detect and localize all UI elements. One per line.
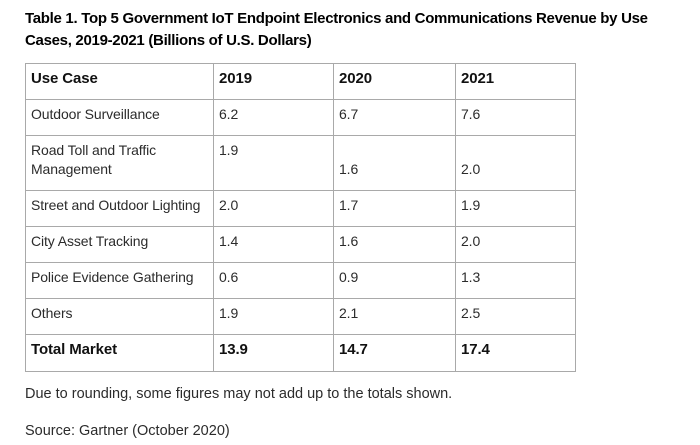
value-cell: 1.6 [333,226,456,263]
value-cell: 6.2 [213,99,334,136]
value-cell: 1.4 [213,226,334,263]
column-header-2019: 2019 [213,63,334,100]
source-note: Source: Gartner (October 2020) [25,423,230,439]
value-cell: 7.6 [455,99,576,136]
use-case-cell: Others [25,298,214,335]
column-header-2020: 2020 [333,63,456,100]
total-value-cell: 13.9 [213,334,334,372]
use-case-cell: City Asset Tracking [25,226,214,263]
value-cell: 1.9 [213,135,334,191]
value-cell: 1.6 [333,135,456,191]
use-case-cell: Outdoor Surveillance [25,99,214,136]
value-cell: 2.1 [333,298,456,335]
value-cell: 2.0 [213,190,334,227]
value-cell: 1.9 [455,190,576,227]
table-title: Table 1. Top 5 Government IoT Endpoint E… [25,10,648,49]
value-cell: 1.9 [213,298,334,335]
header-row: Use Case 2019 2020 2021 [25,63,576,100]
data-table: Use Case 2019 2020 2021 Outdoor Surveill… [25,63,576,372]
table-row-total-market: Total Market 13.9 14.7 17.4 [25,334,576,372]
use-case-cell: Road Toll and Traffic Management [25,135,214,191]
rounding-note: Due to rounding, some figures may not ad… [25,386,453,402]
total-label-cell: Total Market [25,334,214,372]
total-value-cell: 17.4 [455,334,576,372]
table-row-others: Others 1.9 2.1 2.5 [25,298,576,335]
value-cell: 0.9 [333,262,456,299]
value-cell: 2.0 [455,135,576,191]
total-value-cell: 14.7 [333,334,456,372]
table-row-police-evidence: Police Evidence Gathering 0.6 0.9 1.3 [25,262,576,299]
value-cell: 0.6 [213,262,334,299]
table-row-outdoor-surveillance: Outdoor Surveillance 6.2 6.7 7.6 [25,99,576,136]
value-cell: 6.7 [333,99,456,136]
use-case-cell: Street and Outdoor Lighting [25,190,214,227]
table-row-city-asset-tracking: City Asset Tracking 1.4 1.6 2.0 [25,226,576,263]
column-header-use-case: Use Case [25,63,214,100]
value-cell: 1.7 [333,190,456,227]
table-row-road-toll: Road Toll and Traffic Management 1.9 1.6… [25,135,576,191]
value-cell: 1.3 [455,262,576,299]
value-cell: 2.0 [455,226,576,263]
use-case-cell: Police Evidence Gathering [25,262,214,299]
value-cell: 2.5 [455,298,576,335]
column-header-2021: 2021 [455,63,576,100]
table-row-street-lighting: Street and Outdoor Lighting 2.0 1.7 1.9 [25,190,576,227]
